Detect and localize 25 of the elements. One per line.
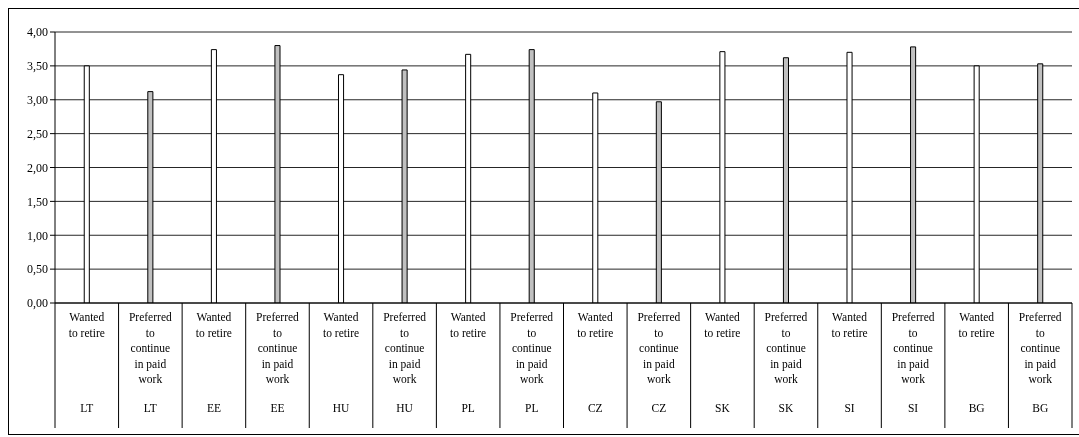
category-label: Preferred to continue in paid work PL [510,311,554,414]
category-label: Wanted to retire CZ [577,311,614,414]
category-label: Wanted to retire PL [450,311,487,414]
category-label: Preferred to continue in paid work SK [764,311,808,414]
y-tick-label: 0,00 [27,296,48,311]
y-tick-label: 2,50 [27,126,48,141]
y-tick-label: 3,00 [27,93,48,108]
category-label: Preferred to continue in paid work EE [256,311,299,414]
y-tick-label: 4,00 [27,25,48,40]
category-label: Wanted to retire HU [322,311,360,414]
y-tick-label: 1,50 [27,194,48,209]
y-tick-label: 3,50 [27,59,48,74]
category-label: Wanted to retire LT [68,311,105,414]
y-tick-label: 0,50 [27,262,48,277]
category-label: Wanted to retire SK [704,311,741,414]
category-label: Preferred to continue in paid work LT [128,311,172,414]
category-label: Wanted to retire EE [195,311,232,414]
category-label: Preferred to continue in paid work CZ [637,311,681,414]
y-tick-label: 1,00 [27,228,48,243]
y-tick-label: 2,00 [27,160,48,175]
category-label: Preferred to continue in paid work SI [891,311,935,414]
category-label: Preferred to continue in paid work BG [1018,311,1062,414]
category-label: Wanted to retire BG [958,311,995,414]
category-label: Wanted to retire SI [831,311,868,414]
category-label: Preferred to continue in paid work HU [383,311,426,414]
